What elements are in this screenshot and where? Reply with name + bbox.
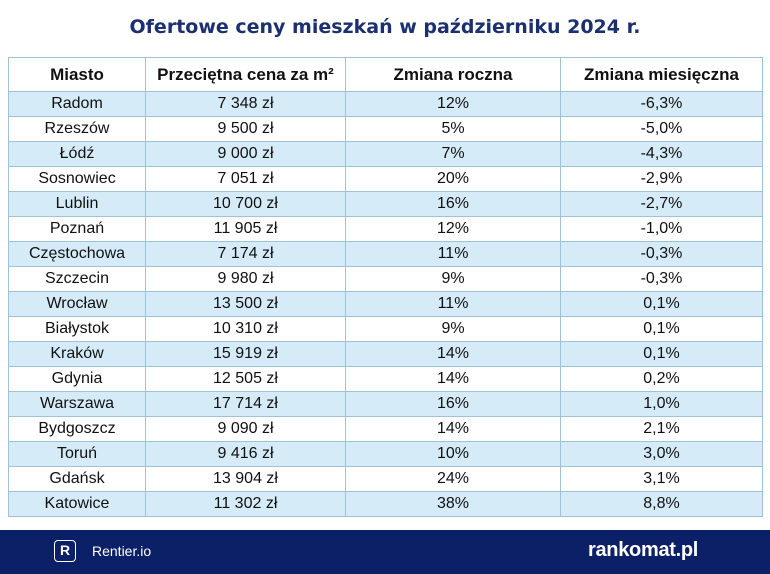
table-header-row: Miasto Przeciętna cena za m² Zmiana rocz… (8, 57, 763, 92)
table-row: Poznań 11 905 zł 12% -1,0% (8, 216, 763, 242)
cell-monthly-change: -5,0% (560, 116, 763, 142)
cell-price: 13 500 zł (145, 291, 346, 317)
cell-monthly-change: -1,0% (560, 216, 763, 242)
cell-price: 17 714 zł (145, 391, 346, 417)
table-row: Wrocław 13 500 zł 11% 0,1% (8, 291, 763, 317)
table-row: Łódź 9 000 zł 7% -4,3% (8, 141, 763, 167)
cell-city: Łódź (8, 141, 146, 167)
cell-annual-change: 7% (345, 141, 561, 167)
table-row: Białystok 10 310 zł 9% 0,1% (8, 316, 763, 342)
cell-city: Bydgoszcz (8, 416, 146, 442)
table-row: Lublin 10 700 zł 16% -2,7% (8, 191, 763, 217)
price-table: Miasto Przeciętna cena za m² Zmiana rocz… (8, 57, 763, 517)
table-row: Rzeszów 9 500 zł 5% -5,0% (8, 116, 763, 142)
cell-monthly-change: -0,3% (560, 241, 763, 267)
cell-annual-change: 10% (345, 441, 561, 467)
cell-price: 12 505 zł (145, 366, 346, 392)
table-body: Radom 7 348 zł 12% -6,3% Rzeszów 9 500 zł 5% -5… (8, 91, 763, 517)
rentier-logo-icon: R (54, 540, 76, 562)
cell-annual-change: 5% (345, 116, 561, 142)
cell-monthly-change: -6,3% (560, 91, 763, 117)
cell-monthly-change: -2,9% (560, 166, 763, 192)
cell-annual-change: 11% (345, 241, 561, 267)
table-row: Częstochowa 7 174 zł 11% -0,3% (8, 241, 763, 267)
cell-monthly-change: 0,1% (560, 316, 763, 342)
cell-price: 11 905 zł (145, 216, 346, 242)
cell-monthly-change: -0,3% (560, 266, 763, 292)
cell-price: 7 174 zł (145, 241, 346, 267)
cell-city: Poznań (8, 216, 146, 242)
rankomat-logo: rankomat.pl (588, 539, 699, 561)
cell-city: Wrocław (8, 291, 146, 317)
footer-bar: R Rentier.io rankomat.pl (0, 530, 770, 574)
cell-monthly-change: -2,7% (560, 191, 763, 217)
rentier-brand-text: Rentier.io (92, 543, 152, 559)
table-row: Gdańsk 13 904 zł 24% 3,1% (8, 466, 763, 492)
cell-price: 9 416 zł (145, 441, 346, 467)
cell-monthly-change: 3,1% (560, 466, 763, 492)
cell-monthly-change: 0,1% (560, 341, 763, 367)
table-row: Gdynia 12 505 zł 14% 0,2% (8, 366, 763, 392)
cell-monthly-change: 0,2% (560, 366, 763, 392)
cell-price: 7 348 zł (145, 91, 346, 117)
cell-city: Rzeszów (8, 116, 146, 142)
column-header-price: Przeciętna cena za m² (145, 57, 346, 92)
cell-annual-change: 9% (345, 266, 561, 292)
chart-title: Ofertowe ceny mieszkań w październiku 20… (129, 16, 641, 38)
cell-price: 9 090 zł (145, 416, 346, 442)
table-row: Sosnowiec 7 051 zł 20% -2,9% (8, 166, 763, 192)
cell-city: Częstochowa (8, 241, 146, 267)
cell-monthly-change: 1,0% (560, 391, 763, 417)
cell-price: 9 500 zł (145, 116, 346, 142)
column-header-monthly-change: Zmiana miesięczna (560, 57, 763, 92)
cell-annual-change: 38% (345, 491, 561, 517)
cell-city: Kraków (8, 341, 146, 367)
cell-annual-change: 14% (345, 366, 561, 392)
cell-price: 13 904 zł (145, 466, 346, 492)
cell-city: Gdynia (8, 366, 146, 392)
cell-city: Radom (8, 91, 146, 117)
cell-monthly-change: 3,0% (560, 441, 763, 467)
cell-annual-change: 20% (345, 166, 561, 192)
cell-city: Warszawa (8, 391, 146, 417)
cell-price: 10 310 zł (145, 316, 346, 342)
cell-city: Szczecin (8, 266, 146, 292)
table-row: Szczecin 9 980 zł 9% -0,3% (8, 266, 763, 292)
cell-city: Gdańsk (8, 466, 146, 492)
table-row: Toruń 9 416 zł 10% 3,0% (8, 441, 763, 467)
cell-price: 9 980 zł (145, 266, 346, 292)
cell-annual-change: 24% (345, 466, 561, 492)
cell-annual-change: 11% (345, 291, 561, 317)
cell-city: Lublin (8, 191, 146, 217)
cell-annual-change: 16% (345, 391, 561, 417)
cell-monthly-change: 0,1% (560, 291, 763, 317)
cell-annual-change: 14% (345, 416, 561, 442)
cell-price: 9 000 zł (145, 141, 346, 167)
cell-monthly-change: 8,8% (560, 491, 763, 517)
cell-city: Katowice (8, 491, 146, 517)
cell-annual-change: 9% (345, 316, 561, 342)
cell-price: 15 919 zł (145, 341, 346, 367)
cell-annual-change: 12% (345, 216, 561, 242)
cell-annual-change: 16% (345, 191, 561, 217)
cell-monthly-change: 2,1% (560, 416, 763, 442)
table-row: Warszawa 17 714 zł 16% 1,0% (8, 391, 763, 417)
table-row: Bydgoszcz 9 090 zł 14% 2,1% (8, 416, 763, 442)
cell-city: Sosnowiec (8, 166, 146, 192)
table-row: Radom 7 348 zł 12% -6,3% (8, 91, 763, 117)
cell-monthly-change: -4,3% (560, 141, 763, 167)
table-row: Katowice 11 302 zł 38% 8,8% (8, 491, 763, 517)
cell-price: 7 051 zł (145, 166, 346, 192)
cell-price: 11 302 zł (145, 491, 346, 517)
cell-city: Białystok (8, 316, 146, 342)
table-row: Kraków 15 919 zł 14% 0,1% (8, 341, 763, 367)
cell-price: 10 700 zł (145, 191, 346, 217)
cell-annual-change: 12% (345, 91, 561, 117)
column-header-annual-change: Zmiana roczna (345, 57, 561, 92)
column-header-city: Miasto (8, 57, 146, 92)
cell-city: Toruń (8, 441, 146, 467)
cell-annual-change: 14% (345, 341, 561, 367)
